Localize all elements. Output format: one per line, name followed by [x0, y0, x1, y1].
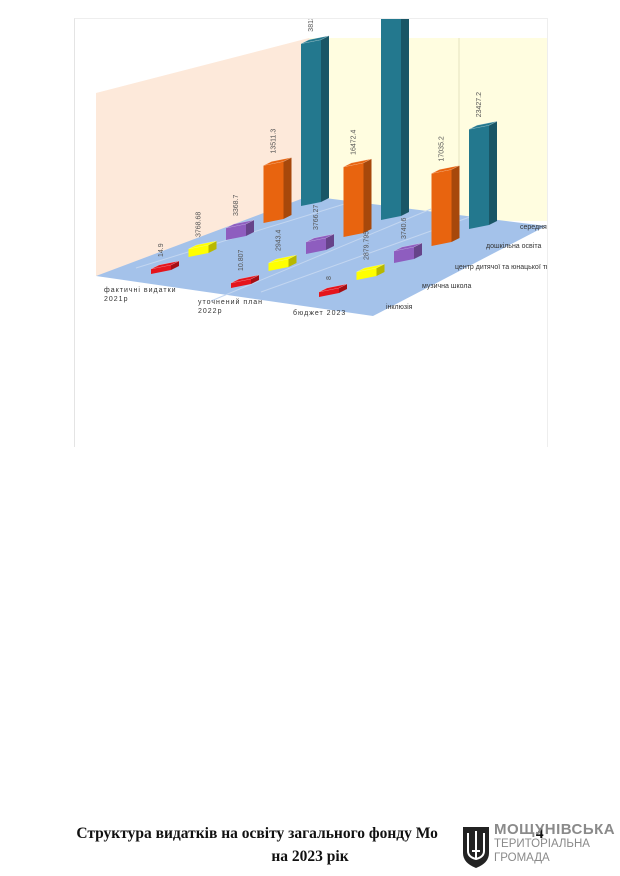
- bar-top: [431, 165, 460, 174]
- x-tick-label: уточнений план: [198, 298, 263, 306]
- bar-front: [306, 238, 326, 254]
- bar-top: [263, 157, 292, 166]
- data-label: 2943.4: [276, 229, 283, 251]
- bar-front: [381, 19, 401, 220]
- bar-side: [326, 234, 334, 250]
- bar-front: [151, 265, 171, 274]
- chart-frame: 23427.258742.238134.317035.216472.413511…: [74, 18, 548, 447]
- bar-1-2: [356, 263, 385, 280]
- bar-front: [343, 162, 364, 237]
- series-label: інклюзія: [386, 303, 413, 311]
- bar-top: [305, 233, 335, 243]
- data-label: 10.807: [238, 249, 245, 271]
- bar-side: [489, 121, 497, 225]
- data-label: 38134.3: [308, 19, 315, 32]
- bar-top: [318, 283, 348, 293]
- data-label: 14.9: [158, 243, 165, 257]
- chart-caption-line2: на 2023 рік: [271, 848, 349, 865]
- bar-0-2: [318, 283, 348, 297]
- bar-front: [263, 161, 284, 223]
- data-label: 13511.3: [271, 129, 278, 154]
- floor-gridline: [210, 208, 432, 302]
- bar-top: [300, 35, 330, 44]
- bar-4-1: [381, 19, 409, 220]
- x-tick-label: 2021р: [104, 296, 128, 303]
- logo-line2: ТЕРИТОРІАЛЬНА: [494, 838, 590, 850]
- bar-0-1: [230, 274, 260, 288]
- bar-top: [468, 121, 498, 130]
- data-label: 17035.2: [439, 136, 446, 161]
- bar-front: [301, 39, 321, 206]
- bar-side: [401, 19, 409, 216]
- bar-side: [283, 157, 292, 219]
- bar-top: [393, 242, 423, 252]
- bar-top: [230, 274, 260, 284]
- bar-side: [251, 275, 259, 284]
- bar-front: [226, 224, 246, 240]
- x-tick-label: бюджет 2023: [293, 309, 346, 317]
- data-label: 3740.6: [401, 217, 408, 239]
- bar-3-2: [431, 165, 460, 246]
- bar-side: [451, 165, 460, 242]
- trident-icon: [463, 827, 489, 868]
- data-label: 3766.27: [313, 205, 320, 230]
- bar-1-1: [268, 254, 297, 271]
- logo-title: МОЩУНІВСЬКА: [494, 821, 616, 838]
- bar-front: [319, 288, 339, 297]
- chart-caption-line1: Структура видатків на освіту загального …: [0, 825, 620, 843]
- bar-top: [150, 260, 180, 270]
- logo-line3: ГРОМАДА: [494, 852, 550, 864]
- bar-0-0: [150, 260, 180, 274]
- data-label: 23427.2: [476, 92, 483, 117]
- bar-top: [356, 263, 385, 273]
- bar-top: [188, 240, 217, 250]
- caption-text: Структура видатків на освіту загального …: [76, 825, 438, 842]
- bar-3-1: [343, 158, 372, 237]
- bar-front: [469, 125, 489, 229]
- bar-2-2: [393, 242, 423, 263]
- x-tick-label: 2022р: [198, 308, 222, 315]
- bar-front: [394, 247, 414, 263]
- bar-chart-3d: 23427.258742.238134.317035.216472.413511…: [96, 19, 547, 317]
- bar-top: [268, 254, 297, 264]
- series-label: дошкільна освіта: [486, 242, 541, 250]
- bar-side: [414, 243, 422, 259]
- bar-4-2: [468, 121, 498, 229]
- bar-side: [246, 220, 254, 236]
- bar-side: [339, 284, 347, 293]
- x-tick-label: фактичні видатки: [104, 286, 177, 294]
- community-logo: МОЩУНІВСЬКА ТЕРИТОРІАЛЬНА ГРОМАДА: [461, 822, 615, 871]
- bar-top: [343, 158, 372, 168]
- data-label: 16472.4: [351, 129, 358, 154]
- bar-4-0: [300, 35, 330, 206]
- bar-front: [431, 169, 452, 246]
- series-label: музична школа: [422, 283, 471, 290]
- bar-3-0: [263, 157, 292, 223]
- data-label: 3368.7: [233, 194, 240, 216]
- bar-2-0: [225, 219, 255, 240]
- caption-tail: 4: [535, 825, 544, 842]
- bar-front: [231, 279, 251, 288]
- bar-side: [171, 261, 179, 270]
- bar-side: [321, 35, 329, 202]
- data-label: 2879.795: [364, 231, 371, 260]
- bar-top: [225, 219, 255, 229]
- bar-1-0: [188, 240, 217, 257]
- series-label: середня освіта: [520, 223, 547, 231]
- data-label: 8: [326, 276, 333, 280]
- series-label: центр дитячої та юнацької творчості: [455, 263, 547, 271]
- bar-side: [363, 158, 372, 233]
- data-label: 3768.68: [196, 212, 203, 237]
- bar-2-1: [305, 233, 335, 254]
